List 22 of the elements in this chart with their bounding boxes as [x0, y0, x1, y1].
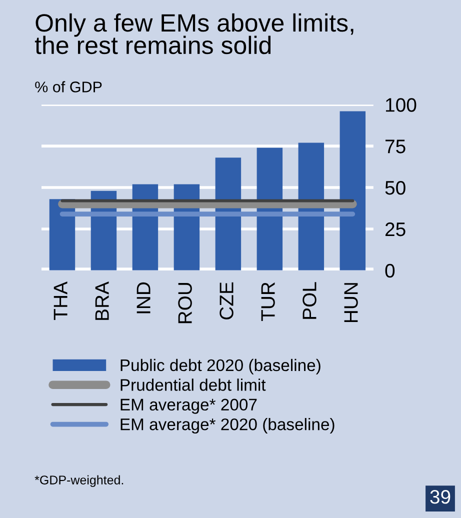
x-tick-label: CZE — [220, 282, 234, 320]
x-tick-label: POL — [302, 282, 316, 319]
chart-subtitle: % of GDP — [35, 81, 102, 92]
y-tick-label: 25 — [386, 222, 406, 236]
x-tick-label: ROU — [178, 283, 192, 324]
legend-label: Public debt 2020 (baseline) — [120, 358, 320, 374]
x-tick-label: THA — [54, 282, 68, 320]
bar — [340, 111, 366, 270]
y-tick-label: 50 — [385, 180, 406, 195]
text: 39 — [430, 490, 450, 504]
legend-label: EM average* 2020 (baseline) — [120, 418, 334, 434]
y-tick-label: 0 — [385, 264, 395, 278]
text: *GDP-weighted. — [34, 475, 124, 487]
x-tick-label: HUN — [344, 283, 358, 322]
legend-label: EM average* 2007 — [120, 398, 257, 414]
x-tick-label: BRA — [95, 282, 109, 320]
y-tick-label: 100 — [386, 98, 416, 112]
chart-title: Only a few EMs above limits, the rest remains solid — [34, 13, 354, 54]
x-tick-label: IND — [136, 282, 150, 314]
y-tick-label: 75 — [386, 140, 406, 154]
legend-label: Prudential debt limit — [120, 378, 266, 391]
x-tick-label: TUR — [261, 282, 275, 322]
